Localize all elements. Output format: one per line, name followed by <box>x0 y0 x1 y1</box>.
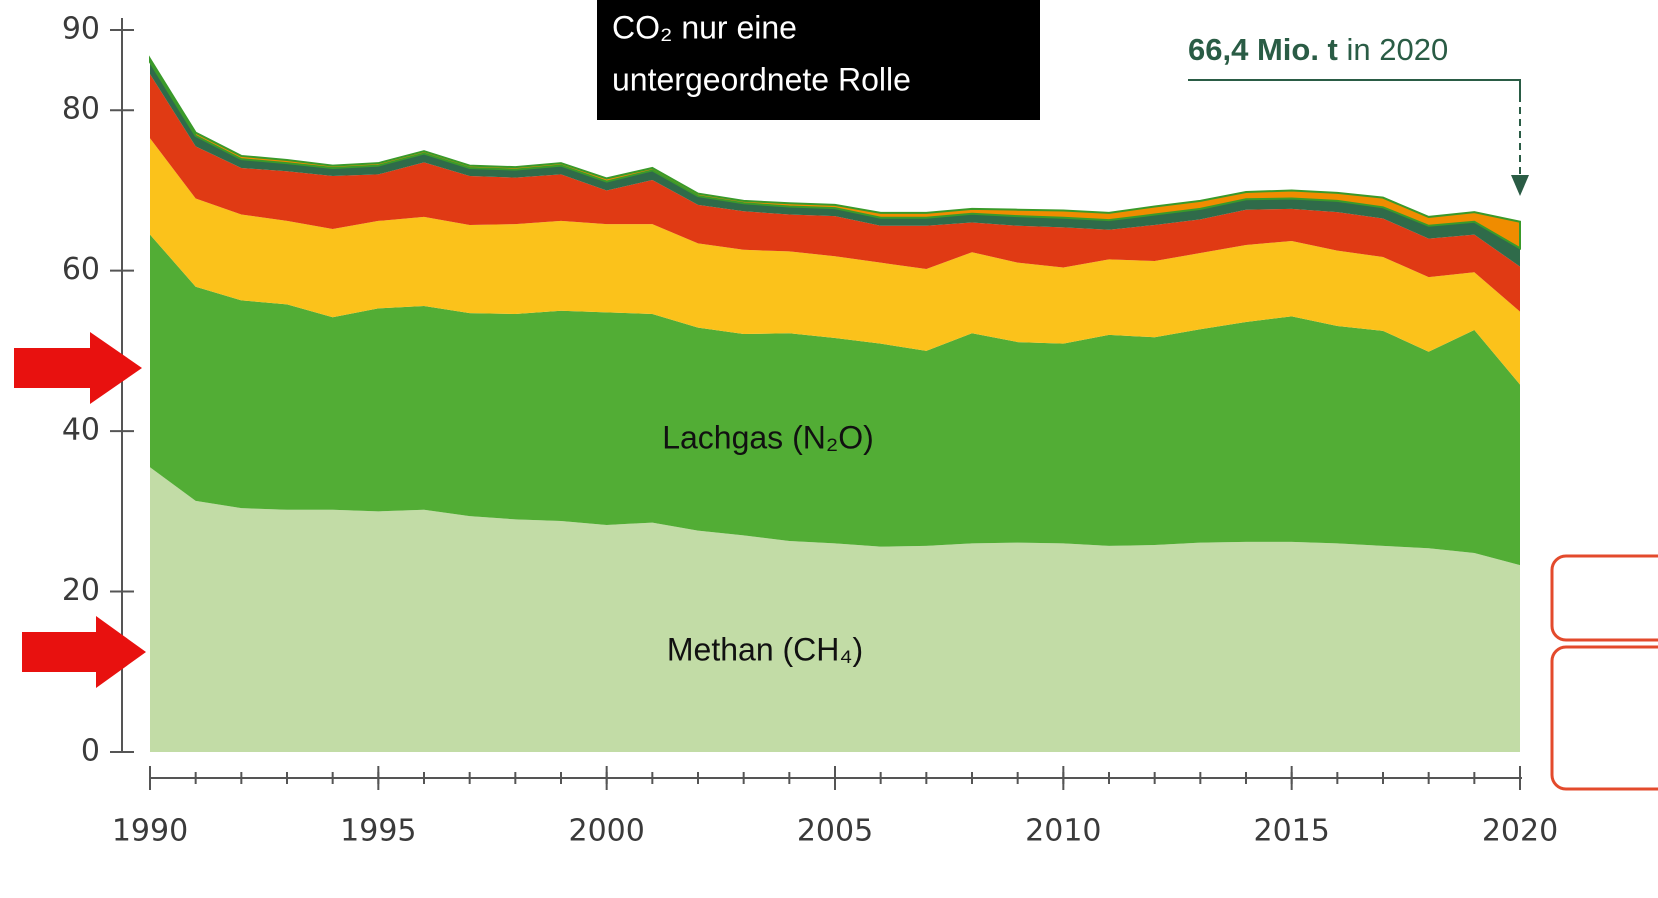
total-note-bold: 66,4 Mio. t <box>1188 32 1338 67</box>
note-arrowhead <box>1511 175 1529 196</box>
x-tick-label: 1995 <box>340 814 416 849</box>
areas <box>149 55 1521 752</box>
y-tick-label: 40 <box>62 413 100 448</box>
area <box>150 138 1520 385</box>
y-tick-label: 80 <box>62 92 100 127</box>
area <box>150 234 1520 566</box>
x-tick-label: 2010 <box>1025 814 1101 849</box>
area <box>150 74 1520 312</box>
annotation-box <box>597 0 1040 120</box>
y-tick-label: 90 <box>62 12 100 47</box>
x-tick-label: 2015 <box>1253 814 1329 849</box>
y-tick-label: 60 <box>62 252 100 287</box>
x-tick-label: 2020 <box>1482 814 1558 849</box>
red-arrow <box>14 332 142 404</box>
annotation-line: CO₂ nur eine <box>612 9 797 45</box>
annotation-line: untergeordnete Rolle <box>612 61 911 97</box>
x-tick-label: 2005 <box>797 814 873 849</box>
area <box>149 55 1521 250</box>
area <box>150 62 1520 267</box>
note-leader <box>1188 79 1521 95</box>
series-label: Methan (CH₄) <box>667 631 863 667</box>
highlight-box <box>1550 645 1658 791</box>
x-tick-label: 2000 <box>568 814 644 849</box>
y-tick-label: 20 <box>62 573 100 608</box>
area <box>150 467 1520 752</box>
y-tick-label: 0 <box>81 734 100 769</box>
highlight-box <box>1550 554 1658 642</box>
red-arrow <box>22 616 146 688</box>
x-tick-label: 1990 <box>112 814 188 849</box>
total-note-text: in 2020 <box>1347 32 1449 67</box>
total-note: 66,4 Mio. t in 2020 <box>1188 32 1448 67</box>
series-label: Lachgas (N₂O) <box>662 419 874 455</box>
